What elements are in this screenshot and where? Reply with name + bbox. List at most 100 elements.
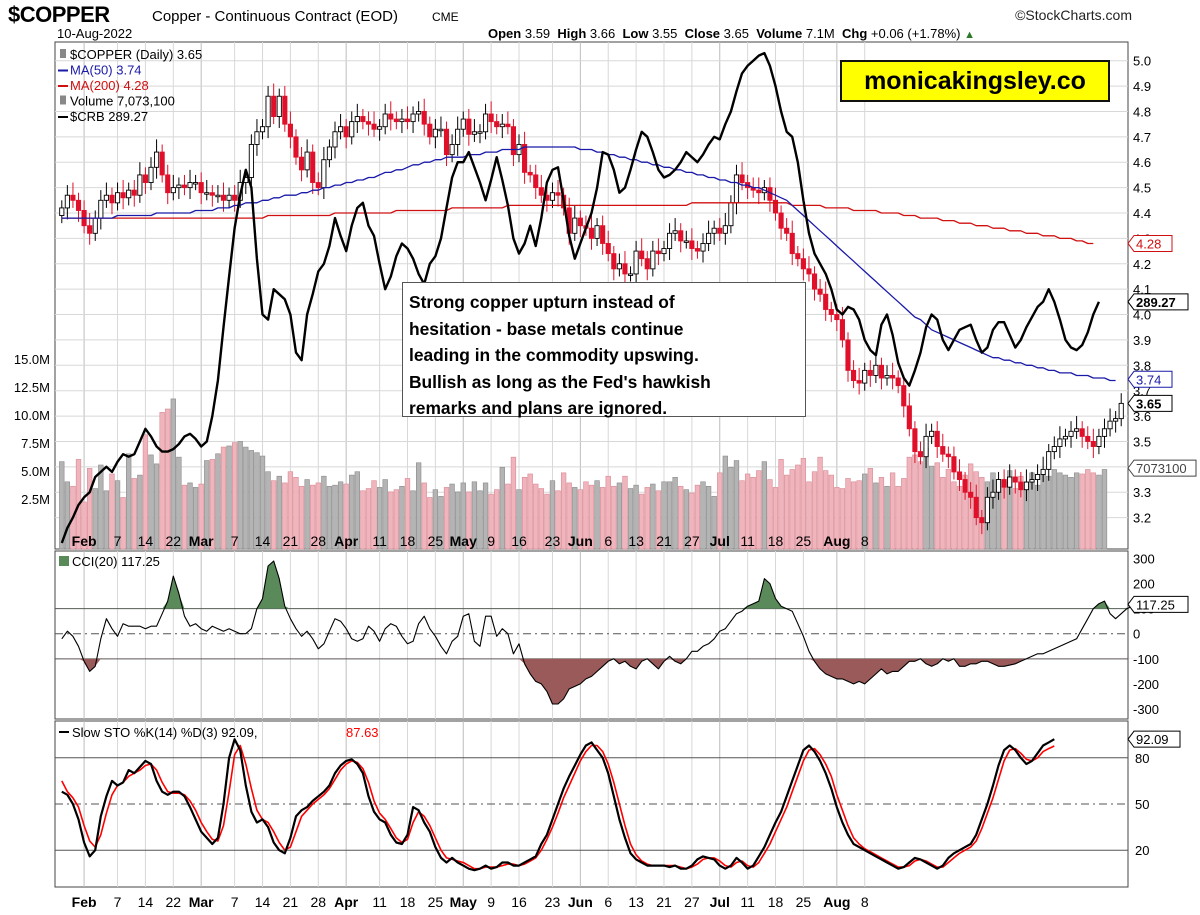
- low-label: Low: [622, 26, 649, 41]
- value-tag-label: 92.09: [1136, 732, 1169, 747]
- candle-body: [968, 491, 974, 498]
- volume-tick-label: 10.0M: [14, 408, 50, 423]
- candle-body: [75, 199, 82, 211]
- candle-body: [639, 250, 645, 260]
- sto-tick-label: 20: [1135, 843, 1149, 858]
- candle-body: [187, 182, 193, 189]
- price-tick-label: 3.9: [1133, 333, 1151, 348]
- candle-body: [733, 174, 740, 204]
- candle-body: [666, 232, 673, 249]
- price-tick-label: 4.9: [1133, 79, 1151, 94]
- sto-tick-label: 50: [1135, 797, 1149, 812]
- candle-body: [382, 113, 388, 128]
- volume-tick-label: 7.5M: [21, 436, 50, 451]
- volume-bar: [728, 466, 734, 550]
- candle-body: [170, 187, 176, 194]
- x-tick-label: 21: [656, 533, 672, 549]
- high-label: High: [557, 26, 587, 41]
- x-tick-label: 18: [400, 894, 416, 910]
- volume-bar: [159, 412, 165, 550]
- candle-body: [310, 151, 316, 183]
- volume-bar: [1034, 484, 1041, 550]
- candle-body: [912, 428, 918, 453]
- candles-group: [59, 83, 1124, 535]
- x-tick-label: 6: [604, 894, 612, 910]
- candle-body: [711, 227, 717, 234]
- volume-value: 7.1M: [805, 26, 835, 41]
- candle-body: [1023, 481, 1029, 491]
- price-tick-label: 3.5: [1133, 434, 1151, 449]
- volume-bar: [248, 450, 255, 550]
- candle-body: [828, 309, 834, 315]
- annotation-line: leading in the commodity upswing.: [409, 345, 699, 365]
- candle-body: [131, 189, 137, 196]
- volume-bar: [544, 493, 550, 550]
- candle-body: [934, 430, 940, 447]
- volume-bar: [109, 473, 115, 550]
- volume-bar: [471, 481, 478, 550]
- candle-body: [722, 225, 728, 234]
- x-tick-label: Aug: [823, 533, 850, 549]
- candle-body: [772, 199, 779, 214]
- volume-tick-label: 2.5M: [21, 492, 50, 507]
- volume-bar: [360, 490, 366, 550]
- legend-entry: $COPPER (Daily) 3.65: [70, 47, 202, 62]
- volume-bar: [410, 490, 416, 550]
- annotation-line: hesitation - base metals continue: [409, 318, 684, 339]
- x-tick-label: Jun: [568, 533, 593, 549]
- volume-bar: [828, 474, 834, 550]
- candle-body: [371, 123, 377, 130]
- volume-bar: [700, 481, 706, 550]
- candle-body: [315, 182, 321, 189]
- volume-bar: [767, 479, 773, 550]
- x-tick-label: Feb: [72, 533, 97, 549]
- volume-bar: [81, 501, 87, 550]
- volume-bar: [421, 482, 427, 550]
- candle-body: [611, 253, 617, 270]
- x-tick-label: 18: [768, 533, 784, 549]
- x-tick-label: 9: [487, 533, 495, 549]
- candle-body: [142, 174, 148, 183]
- volume-bar: [722, 455, 728, 550]
- volume-bar: [488, 493, 494, 550]
- volume-bar: [215, 453, 221, 550]
- x-tick-label: 11: [372, 533, 387, 549]
- volume-bar: [739, 480, 745, 550]
- candle-body: [410, 113, 416, 123]
- volume-bar: [365, 488, 372, 550]
- candle-body: [271, 95, 277, 117]
- candle-body: [103, 194, 109, 201]
- candle-body: [499, 123, 505, 128]
- volume-bar: [1040, 473, 1046, 550]
- candle-body: [488, 113, 494, 123]
- volume-label: Volume: [756, 26, 803, 41]
- cci-tick-label: -200: [1133, 677, 1159, 692]
- candle-body: [193, 182, 199, 185]
- candle-body: [655, 250, 661, 255]
- symbol-description: Copper - Continuous Contract (EOD): [152, 8, 398, 25]
- candle-body: [588, 227, 595, 239]
- x-tick-label: May: [450, 894, 477, 910]
- x-tick-label: Mar: [189, 894, 214, 910]
- x-tick-label: 13: [628, 533, 644, 549]
- volume-bar: [795, 464, 801, 550]
- volume-bar: [1057, 472, 1063, 550]
- volume-bar: [220, 446, 227, 550]
- volume-bar: [823, 470, 829, 550]
- volume-bar: [315, 482, 321, 550]
- x-tick-label: 14: [255, 894, 271, 910]
- x-tick-label: 22: [166, 894, 182, 910]
- volume-bar: [298, 485, 305, 550]
- candle-body: [789, 232, 795, 255]
- candle-body: [990, 491, 996, 498]
- x-tick-label: 13: [628, 894, 644, 910]
- candle-body: [616, 263, 622, 270]
- volume-bar: [1079, 473, 1085, 550]
- volume-bar: [778, 459, 784, 550]
- candle-body: [650, 250, 656, 270]
- value-tag-label: 7073100: [1136, 461, 1187, 476]
- volume-bar: [705, 485, 712, 550]
- candle-body: [700, 243, 706, 252]
- volume-bar: [449, 483, 455, 550]
- volume-bar: [399, 485, 405, 550]
